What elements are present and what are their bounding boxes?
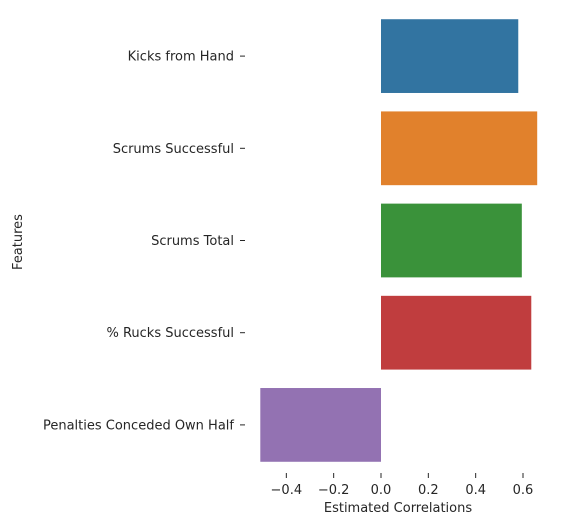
y-tick-label: Penalties Conceded Own Half (43, 418, 234, 433)
x-tick-label: 0.0 (371, 483, 392, 498)
y-tick-label: Scrums Total (151, 234, 234, 249)
x-ticks: −0.4 −0.2 0.0 0.2 0.4 0.6 (271, 473, 534, 498)
y-tick-label: Kicks from Hand (128, 50, 234, 65)
bar-penalties-conceded-own-half (260, 388, 381, 462)
bar-scrums-total (381, 203, 522, 278)
y-tick-label: Scrums Successful (113, 142, 234, 157)
y-axis-label: Features (11, 214, 26, 270)
bar-rucks-successful (381, 295, 532, 370)
x-tick-label: −0.4 (271, 483, 303, 498)
x-tick-label: −0.2 (318, 483, 350, 498)
bar-kicks-from-hand (381, 19, 519, 93)
x-tick-label: 0.4 (465, 483, 486, 498)
bars-group (260, 19, 538, 462)
bar-scrums-successful (381, 111, 538, 186)
y-tick-label: % Rucks Successful (106, 326, 234, 341)
y-ticks: Kicks from Hand Scrums Successful Scrums T… (43, 50, 245, 433)
x-axis-label: Estimated Correlations (324, 501, 472, 516)
x-tick-label: 0.6 (513, 483, 534, 498)
x-tick-label: 0.2 (418, 483, 439, 498)
